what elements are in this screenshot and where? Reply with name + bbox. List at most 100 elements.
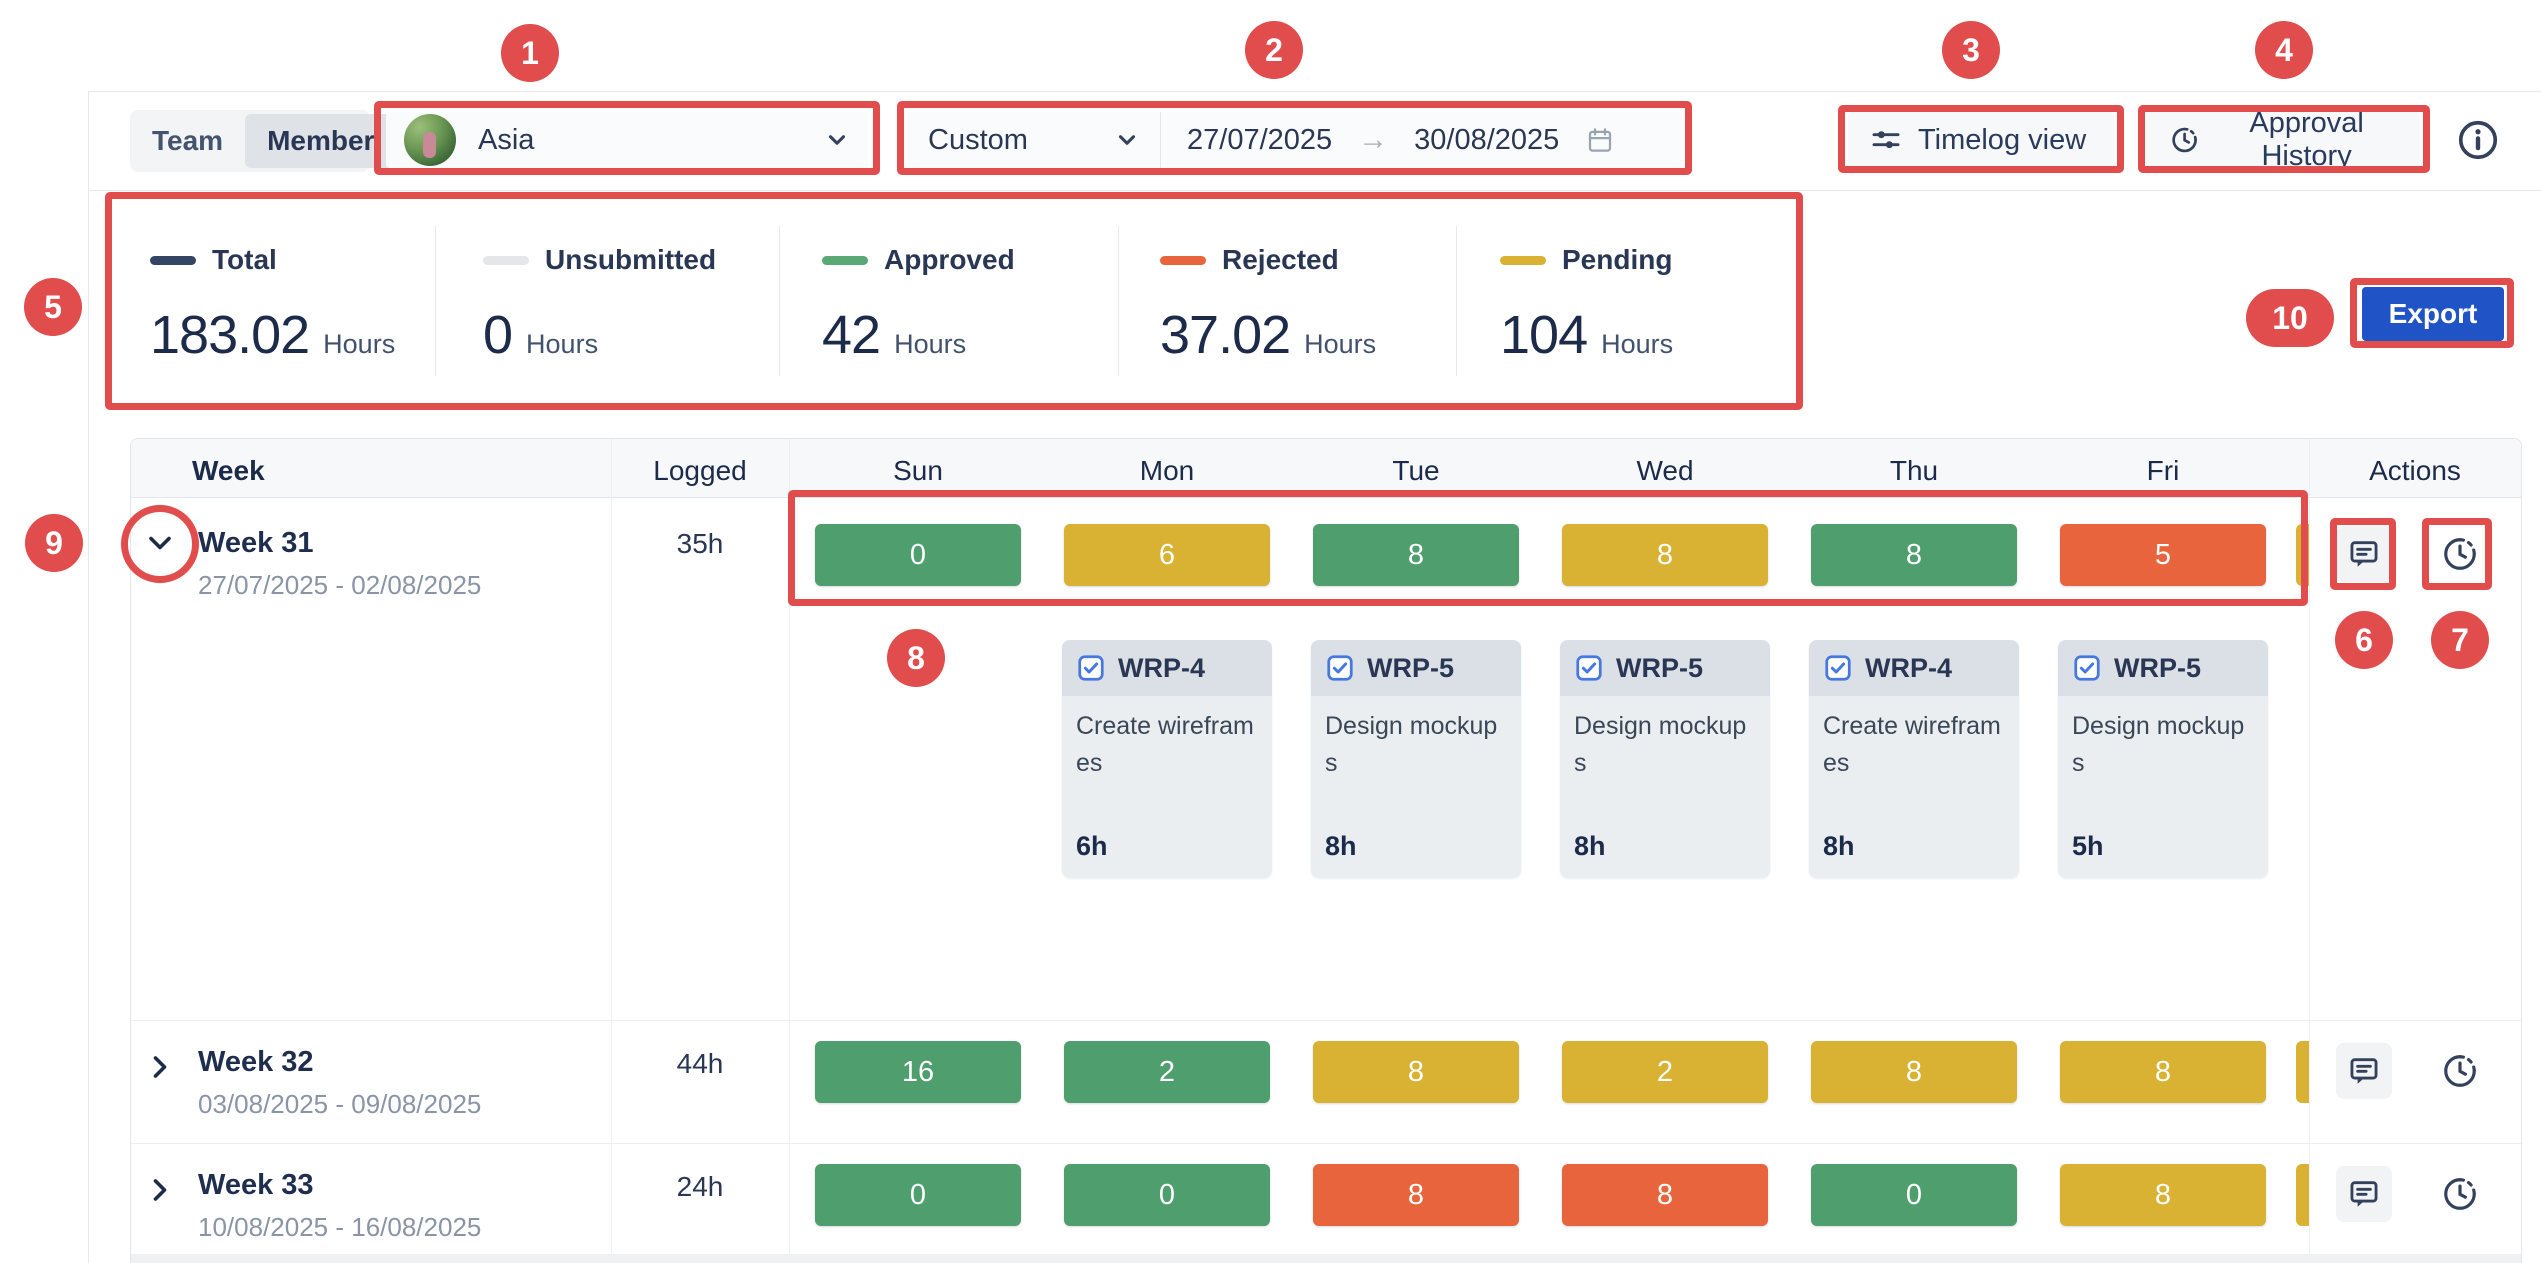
worklog-card[interactable]: WRP-4 Create wireframes 8h <box>1809 640 2019 878</box>
unsubmitted-dash-icon <box>483 255 529 265</box>
day-cell-fri[interactable]: 8 <box>2060 1164 2266 1226</box>
next-row-edge <box>131 1254 2521 1263</box>
stat-rejected: Rejected 37.02 Hours <box>1160 244 1376 366</box>
day-cell-sat-partial[interactable] <box>2296 1164 2309 1226</box>
day-cell-fri[interactable]: 5 <box>2060 524 2266 586</box>
issue-summary: Design mockups <box>1574 712 1747 777</box>
info-icon[interactable] <box>2455 117 2501 163</box>
day-cell-sun[interactable]: 16 <box>815 1041 1021 1103</box>
member-select[interactable]: Asia <box>386 112 868 168</box>
column-divider <box>2309 439 2310 1263</box>
stat-value: 37.02 <box>1160 305 1291 365</box>
stat-label: Pending <box>1562 244 1673 275</box>
col-header-actions: Actions <box>2369 455 2461 486</box>
day-cell-mon[interactable]: 6 <box>1064 524 1270 586</box>
date-arrow-icon: → <box>1358 123 1389 156</box>
day-cell-sat-partial[interactable] <box>2296 524 2309 586</box>
week-title[interactable]: Week 33 <box>198 1169 314 1201</box>
comment-action-button[interactable] <box>2336 1043 2392 1099</box>
stat-unit: Hours <box>1601 329 1674 359</box>
expand-week-33-chevron[interactable] <box>140 1171 180 1211</box>
issue-summary: Design mockups <box>2072 712 2245 777</box>
annotation-badge-2: 2 <box>1245 21 1303 79</box>
issue-key: WRP-5 <box>2114 652 2201 683</box>
week-title[interactable]: Week 32 <box>198 1046 314 1078</box>
content-left-edge <box>88 91 89 1263</box>
task-checkbox-icon <box>1078 655 1104 681</box>
day-cell-thu[interactable]: 0 <box>1811 1164 2017 1226</box>
day-cell-mon[interactable]: 0 <box>1064 1164 1270 1226</box>
card-hours: 8h <box>1823 831 1855 861</box>
team-member-toggle: Team Member <box>130 110 397 172</box>
member-select-value: Asia <box>478 123 535 156</box>
chevron-down-icon <box>1118 135 1136 145</box>
card-hours: 6h <box>1076 831 1108 861</box>
day-cell-sat-partial[interactable] <box>2296 1041 2309 1103</box>
issue-key: WRP-4 <box>1865 652 1952 683</box>
expand-week-32-chevron[interactable] <box>140 1048 180 1088</box>
worklog-card[interactable]: WRP-4 Create wireframes 6h <box>1062 640 1272 878</box>
annotation-badge-9: 9 <box>25 514 83 572</box>
card-hours: 8h <box>1574 831 1606 861</box>
week-range: 27/07/2025 - 02/08/2025 <box>198 570 482 600</box>
worklog-card[interactable]: WRP-5 Design mockups 8h <box>1311 640 1521 878</box>
date-range-control: Custom 27/07/2025 → 30/08/2025 <box>908 112 1682 168</box>
range-type-select[interactable]: Custom <box>908 112 1160 168</box>
rejected-dash-icon <box>1160 255 1206 265</box>
day-cell-wed[interactable]: 8 <box>1562 1164 1768 1226</box>
table-header-row <box>131 439 2521 498</box>
day-cell-tue[interactable]: 8 <box>1313 524 1519 586</box>
issue-summary: Create wireframes <box>1076 712 1254 777</box>
calendar-icon <box>1589 128 1612 152</box>
day-cell-sun[interactable]: 0 <box>815 524 1021 586</box>
stat-label: Unsubmitted <box>545 244 717 275</box>
comment-action-button[interactable] <box>2336 1166 2392 1222</box>
logged-hours: 24h <box>676 1171 724 1202</box>
stat-unit: Hours <box>1304 329 1377 359</box>
timelog-view-button[interactable]: Timelog view <box>1848 112 2114 168</box>
day-cell-tue[interactable]: 8 <box>1313 1041 1519 1103</box>
worklog-card[interactable]: WRP-5 Design mockups 8h <box>1560 640 1770 878</box>
day-cell-thu[interactable]: 8 <box>1811 524 2017 586</box>
week-title[interactable]: Week 31 <box>198 527 314 559</box>
clock-history-icon <box>2444 1055 2476 1087</box>
stat-value: 104 <box>1500 305 1588 365</box>
export-button[interactable]: Export <box>2362 287 2504 341</box>
week-range: 10/08/2025 - 16/08/2025 <box>198 1212 482 1242</box>
collapse-week-31-chevron[interactable] <box>140 524 180 564</box>
stat-value: 183.02 <box>150 305 310 365</box>
day-cell-wed[interactable]: 8 <box>1562 524 1768 586</box>
total-dash-icon <box>150 255 196 265</box>
chevron-down-icon <box>828 135 846 145</box>
avatar-person-shape <box>423 132 436 158</box>
date-range-input[interactable]: 27/07/2025 → 30/08/2025 <box>1161 112 1641 168</box>
stat-unit: Hours <box>894 329 967 359</box>
stat-divider <box>1118 226 1119 376</box>
comment-action-button[interactable] <box>2336 526 2392 582</box>
col-header-week: Week <box>192 455 265 486</box>
approval-history-button[interactable]: Approval History <box>2148 107 2420 172</box>
timelog-history-action-button[interactable] <box>2432 1043 2488 1099</box>
day-cell-thu[interactable]: 8 <box>1811 1041 2017 1103</box>
day-cell-fri[interactable]: 8 <box>2060 1041 2266 1103</box>
timelog-history-action-button[interactable] <box>2432 526 2488 582</box>
stat-divider <box>779 226 780 376</box>
col-header-logged: Logged <box>653 455 747 486</box>
day-cell-sun[interactable]: 0 <box>815 1164 1021 1226</box>
day-cell-wed[interactable]: 2 <box>1562 1041 1768 1103</box>
toggle-member[interactable]: Member <box>245 114 397 168</box>
approved-dash-icon <box>822 255 868 265</box>
day-cell-mon[interactable]: 2 <box>1064 1041 1270 1103</box>
issue-key: WRP-5 <box>1367 652 1454 683</box>
user-avatar <box>404 114 456 166</box>
col-header-sun: Sun <box>893 455 943 486</box>
day-cell-tue[interactable]: 8 <box>1313 1164 1519 1226</box>
toggle-team[interactable]: Team <box>152 125 224 156</box>
date-from-value: 27/07/2025 <box>1187 123 1333 156</box>
pending-dash-icon <box>1500 255 1546 265</box>
issue-key: WRP-5 <box>1616 652 1703 683</box>
timelog-history-action-button[interactable] <box>2432 1166 2488 1222</box>
stat-total: Total 183.02 Hours <box>150 244 395 366</box>
worklog-card[interactable]: WRP-5 Design mockups 5h <box>2058 640 2268 878</box>
